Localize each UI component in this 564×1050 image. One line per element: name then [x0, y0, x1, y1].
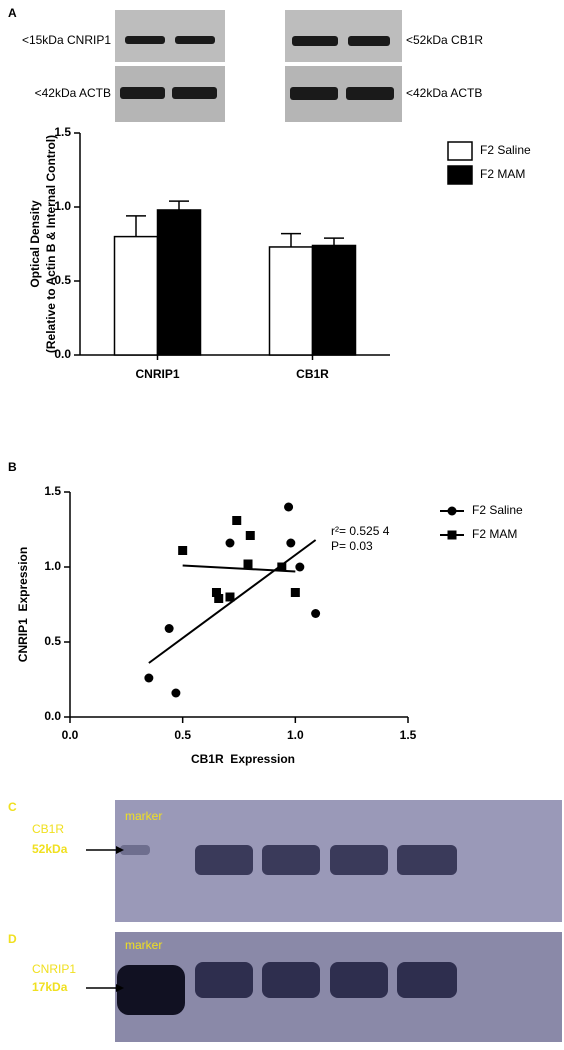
blot-band — [172, 87, 217, 99]
y-tick-label: 1.5 — [54, 125, 71, 139]
x-tick-label: 0.5 — [174, 728, 191, 742]
point — [245, 531, 255, 540]
y-tick-label: 1.5 — [44, 484, 61, 498]
legend-label: F2 MAM — [472, 527, 517, 541]
blot-label: <15kDa CNRIP1 — [22, 33, 111, 47]
annotation: r²= 0.525 4 — [331, 524, 390, 538]
y-axis-label: CNRIP1 Expression — [16, 547, 30, 662]
blot-band — [346, 87, 394, 100]
fit-line — [182, 564, 296, 573]
point — [225, 538, 235, 548]
arrow-head — [116, 984, 124, 992]
blot-band — [175, 36, 215, 44]
y-axis-label: Optical Density — [28, 200, 42, 288]
blot-marker: marker — [125, 938, 162, 952]
blot-band — [397, 845, 457, 875]
point — [284, 502, 294, 512]
point — [171, 688, 181, 698]
blot-band — [120, 845, 150, 855]
legend-label: F2 Saline — [472, 503, 523, 517]
point — [286, 538, 296, 548]
blot-band — [348, 36, 390, 46]
blot-band — [262, 845, 320, 875]
y-tick-label: 0.0 — [54, 347, 71, 361]
x-tick-label: CNRIP1 — [135, 367, 179, 381]
bar — [113, 235, 159, 356]
y-tick-label: 1.0 — [54, 199, 71, 213]
point — [295, 562, 305, 572]
legend-key — [447, 141, 473, 161]
annotation: P= 0.03 — [331, 539, 373, 553]
x-tick-label: 0.0 — [62, 728, 79, 742]
blot-band — [125, 36, 165, 44]
blot-band — [195, 962, 253, 998]
y-tick-label: 0.5 — [54, 273, 71, 287]
y-tick-label: 0.0 — [44, 709, 61, 723]
point — [290, 588, 300, 597]
arrow-head — [116, 846, 124, 854]
x-axis-label: CB1R Expression — [191, 752, 295, 766]
point — [214, 594, 224, 603]
blot-label: <42kDa ACTB — [35, 86, 111, 100]
x-tick-label: 1.0 — [287, 728, 304, 742]
y-tick-label: 0.5 — [44, 634, 61, 648]
panel-label: B — [8, 460, 17, 474]
legend-label: F2 MAM — [480, 167, 525, 181]
point — [232, 516, 242, 525]
point — [211, 588, 221, 597]
bar — [268, 246, 314, 356]
y-tick-label: 1.0 — [44, 559, 61, 573]
x-tick-label: 1.5 — [400, 728, 417, 742]
blot-band — [292, 36, 338, 46]
blot-band — [397, 962, 457, 998]
y-axis-note: (Relative to Actin B & Internal Control) — [44, 135, 58, 353]
blot-size: 17kDa — [32, 980, 68, 994]
point — [178, 546, 188, 555]
legend-key — [447, 530, 457, 540]
point — [225, 592, 235, 602]
point — [311, 609, 321, 618]
blot-band — [262, 962, 320, 998]
legend-key — [447, 165, 473, 185]
point — [243, 559, 253, 569]
blot-protein: CNRIP1 — [32, 962, 76, 976]
point — [144, 673, 154, 683]
blot-band — [330, 962, 388, 998]
bar — [156, 209, 202, 356]
blot-band — [330, 845, 388, 875]
legend-key — [447, 506, 457, 516]
blot-band — [117, 965, 185, 1015]
bar — [311, 244, 357, 356]
point — [164, 624, 174, 633]
panel-label: D — [8, 932, 17, 946]
blot-band — [290, 87, 338, 100]
legend-label: F2 Saline — [480, 143, 531, 157]
blot-label: <42kDa ACTB — [406, 86, 482, 100]
x-tick-label: CB1R — [296, 367, 329, 381]
blot-marker: marker — [125, 809, 162, 823]
blot-size: 52kDa — [32, 842, 68, 856]
blot-band — [195, 845, 253, 875]
point — [277, 562, 287, 572]
blot-band — [120, 87, 165, 99]
blot-label: <52kDa CB1R — [406, 33, 483, 47]
panel-label: C — [8, 800, 17, 814]
blot-protein: CB1R — [32, 822, 64, 836]
panel-label: A — [8, 6, 17, 20]
